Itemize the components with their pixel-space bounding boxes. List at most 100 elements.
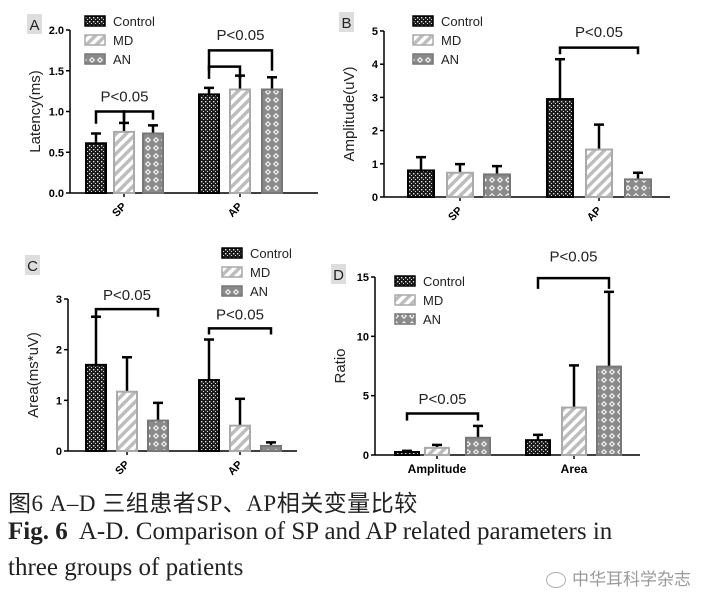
bar-control — [407, 169, 435, 199]
panel-b: B 0 1 2 3 4 5 Amplitude(uV) SP AP Control MD AN P<0.0… — [339, 12, 670, 224]
x-tick-label: AP — [585, 205, 604, 224]
bar-an — [624, 178, 652, 199]
legend-swatch — [394, 313, 416, 325]
x-tick-label: Amplitude — [408, 462, 467, 476]
x-tick-label: Area — [561, 462, 588, 476]
bar-control — [525, 439, 551, 456]
x-tick-label: AP — [226, 201, 245, 220]
panel-label: D — [333, 267, 344, 284]
significance-label: P<0.05 — [575, 24, 623, 41]
panel-label-bg — [339, 12, 354, 32]
bar-an — [142, 132, 164, 195]
x-tick-label: AP — [226, 459, 245, 478]
legend-label: Control — [113, 14, 155, 29]
significance-bracket — [207, 49, 274, 71]
legend-label: Control — [250, 246, 292, 261]
watermark: 中华耳科学杂志 — [546, 565, 691, 590]
y-tick-label: 1.5 — [49, 66, 64, 78]
significance-bracket — [122, 110, 155, 120]
legend-label: MD — [423, 293, 443, 308]
significance-label: P<0.05 — [101, 89, 149, 106]
bar-an — [465, 436, 491, 457]
panel-label: C — [27, 258, 38, 275]
bar-md — [585, 148, 613, 199]
y-tick-label: 3 — [56, 294, 62, 306]
y-axis-label: Latency(ms) — [27, 70, 44, 153]
bar-an — [483, 173, 511, 198]
bar-md — [424, 446, 450, 457]
legend-swatch — [84, 34, 106, 46]
bar-control — [85, 363, 107, 452]
caption-chinese: 图6 A–D 三组患者SP、AP相关变量比较 — [8, 491, 418, 516]
caption-fig-label: Fig. 6 — [8, 518, 68, 545]
significance-label: P<0.05 — [419, 391, 467, 408]
significance-bracket — [405, 412, 480, 421]
y-tick-label: 5 — [363, 391, 369, 403]
panel-label-bg — [331, 264, 346, 284]
bar-control — [85, 142, 107, 195]
panel-label: B — [341, 15, 351, 32]
y-axis-label: Amplitude(uV) — [341, 66, 358, 161]
legend-label: AN — [423, 312, 441, 327]
panel-c: C 0 1 2 3 Area(ms*uV) SP AP Control MD AN P<0.05 P<0… — [25, 246, 297, 478]
y-tick-label: 10 — [357, 331, 369, 343]
significance-bracket — [536, 276, 611, 289]
y-tick-label: 0 — [56, 446, 62, 458]
y-axis-label: Ratio — [332, 348, 349, 383]
legend-label: AN — [250, 284, 268, 299]
bar-md — [116, 390, 138, 452]
legend-swatch — [394, 275, 416, 287]
bar-an — [260, 444, 282, 452]
legend-label: Control — [441, 14, 483, 29]
bar-control — [394, 451, 420, 456]
significance-bracket — [558, 46, 640, 55]
panel-label: A — [29, 17, 39, 34]
figure-panels: A 0.0 0.5 1.0 1.5 2.0 Latency(ms) SP AP Control MD… — [25, 12, 670, 478]
panel-label-bg — [25, 255, 40, 275]
legend-swatch — [412, 34, 434, 46]
significance-label: P<0.05 — [216, 306, 264, 323]
legend-swatch — [221, 266, 243, 278]
y-tick-label: 0 — [372, 192, 378, 204]
y-tick-label: 3 — [372, 92, 378, 104]
bar-md — [113, 130, 135, 194]
bar-md — [446, 171, 474, 199]
legend-label: MD — [250, 265, 270, 280]
legend-swatch — [412, 53, 434, 65]
panel-label-bg — [27, 14, 42, 34]
bar-md — [229, 88, 251, 194]
legend-label: AN — [113, 52, 131, 67]
y-tick-label: 0 — [363, 450, 369, 462]
caption-english-line2: three groups of patients — [8, 554, 244, 581]
watermark-text: 中华耳科学杂志 — [572, 570, 691, 590]
legend-swatch — [221, 285, 243, 297]
caption-english-line1: Fig. 6 A-D. Comparison of SP and AP rela… — [8, 518, 612, 546]
y-tick-label: 4 — [372, 59, 379, 71]
legend-swatch — [394, 294, 416, 306]
y-tick-label: 1 — [56, 395, 62, 407]
bar-control — [198, 93, 220, 194]
significance-bracket — [207, 327, 273, 335]
panel-d: D 0 5 10 15 Ratio Amplitude Area Control MD AN P<0.… — [331, 249, 640, 476]
legend-label: MD — [113, 33, 133, 48]
bar-control — [198, 379, 220, 453]
bar-control — [546, 98, 574, 198]
y-tick-label: 15 — [357, 272, 369, 284]
x-tick-label: SP — [110, 201, 129, 220]
significance-label: P<0.05 — [217, 27, 265, 44]
bar-md — [229, 424, 251, 452]
y-tick-label: 2 — [56, 345, 62, 357]
y-tick-label: 0.5 — [49, 147, 64, 159]
bar-an — [261, 88, 283, 194]
legend-label: AN — [441, 52, 459, 67]
significance-label: P<0.05 — [550, 249, 598, 266]
y-tick-label: 5 — [372, 26, 378, 38]
bar-md — [561, 406, 587, 456]
x-tick-label: SP — [446, 205, 465, 224]
legend-swatch — [84, 53, 106, 65]
x-tick-label: SP — [113, 459, 132, 478]
significance-label: P<0.05 — [103, 287, 151, 304]
y-tick-label: 1.0 — [49, 107, 64, 119]
significance-bracket — [94, 307, 160, 317]
legend-label: MD — [441, 33, 461, 48]
